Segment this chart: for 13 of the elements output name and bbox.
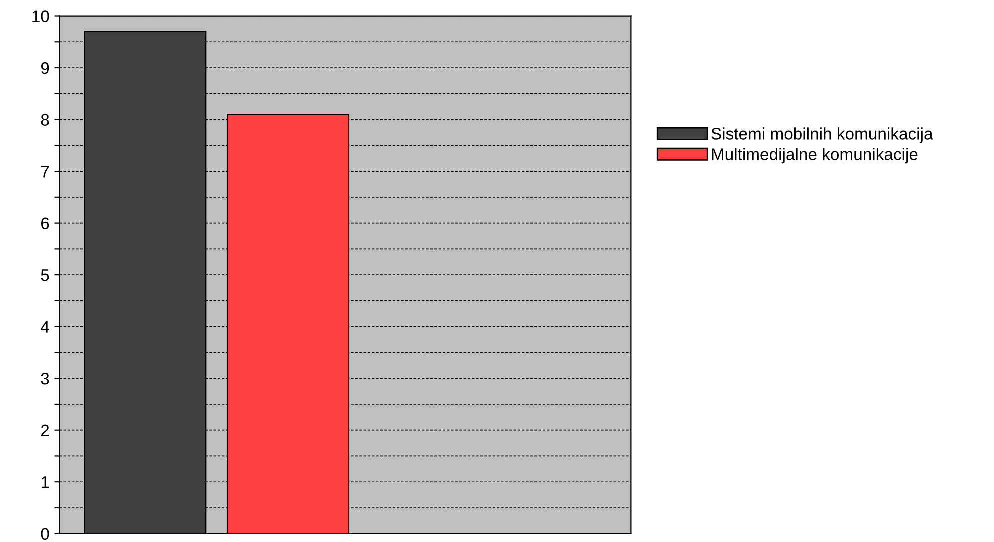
legend-label: Sistemi mobilnih komunikacija (712, 128, 934, 144)
y-tick-label: 6 (41, 218, 50, 230)
y-tick-label: 9 (41, 62, 50, 74)
y-tick-label: 8 (41, 114, 50, 126)
y-tick-label: 2 (41, 424, 50, 436)
y-tick-label: 3 (41, 372, 50, 385)
y-tick-label: 1 (42, 476, 50, 488)
y-tick-label: 4 (41, 321, 50, 333)
legend-label: Multimedijalne komunikacije (712, 148, 918, 164)
y-tick-label: 7 (42, 166, 50, 178)
y-tick-label: 0 (41, 528, 50, 540)
y-tick-label: 5 (41, 270, 50, 282)
y-tick-label: 10 (32, 10, 50, 22)
